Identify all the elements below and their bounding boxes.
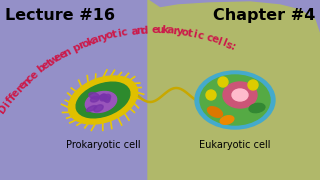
Text: w: w <box>47 53 61 67</box>
Circle shape <box>206 90 216 100</box>
Text: t: t <box>187 28 193 39</box>
Text: o: o <box>80 38 91 50</box>
Ellipse shape <box>89 93 100 99</box>
Text: i: i <box>1 100 12 109</box>
Text: u: u <box>156 25 164 35</box>
Text: s: s <box>224 39 233 51</box>
Ellipse shape <box>91 96 99 102</box>
Text: Prokaryotic cell: Prokaryotic cell <box>66 140 140 150</box>
Text: p: p <box>71 41 82 54</box>
Text: r: r <box>172 26 178 36</box>
Ellipse shape <box>223 82 257 108</box>
Text: k: k <box>161 25 169 35</box>
Text: y: y <box>176 26 184 37</box>
Text: e: e <box>17 80 29 92</box>
Text: e: e <box>209 34 220 46</box>
Text: c: c <box>121 27 128 38</box>
Polygon shape <box>148 0 320 180</box>
Text: f: f <box>7 92 18 102</box>
Text: e: e <box>40 60 52 72</box>
Ellipse shape <box>249 103 265 113</box>
Ellipse shape <box>195 71 275 129</box>
Text: e: e <box>53 51 64 63</box>
Ellipse shape <box>100 94 106 101</box>
Ellipse shape <box>94 105 103 112</box>
Text: c: c <box>24 73 36 84</box>
Text: r: r <box>14 84 25 95</box>
Ellipse shape <box>86 106 96 112</box>
Ellipse shape <box>104 96 110 102</box>
Text: i: i <box>117 28 122 39</box>
Text: r: r <box>76 40 85 51</box>
Ellipse shape <box>85 91 117 112</box>
Text: c: c <box>196 30 204 41</box>
Text: i: i <box>192 29 198 40</box>
Circle shape <box>248 80 258 90</box>
Ellipse shape <box>232 89 248 101</box>
Text: y: y <box>100 31 109 43</box>
Text: :: : <box>229 42 237 53</box>
Text: k: k <box>85 36 95 48</box>
Text: e: e <box>28 69 40 81</box>
Text: f: f <box>4 96 15 106</box>
Circle shape <box>218 77 228 87</box>
Text: n: n <box>61 46 73 58</box>
Ellipse shape <box>76 82 130 118</box>
Text: c: c <box>205 33 214 44</box>
Text: e: e <box>57 49 68 61</box>
Text: Chapter #4: Chapter #4 <box>212 8 315 23</box>
Text: o: o <box>180 27 189 38</box>
Text: o: o <box>105 30 114 41</box>
Text: d: d <box>140 25 148 35</box>
Text: Eukaryotic cell: Eukaryotic cell <box>199 140 271 150</box>
Ellipse shape <box>200 75 270 125</box>
Text: t: t <box>45 57 55 68</box>
Text: D: D <box>0 102 10 115</box>
Text: a: a <box>166 25 174 36</box>
Text: t: t <box>111 29 118 40</box>
Text: a: a <box>130 26 139 37</box>
Text: e: e <box>10 87 22 99</box>
Text: Lecture #16: Lecture #16 <box>5 8 115 23</box>
Ellipse shape <box>100 94 107 99</box>
Text: n: n <box>135 25 144 36</box>
Text: e: e <box>151 25 158 35</box>
Text: l: l <box>220 38 228 49</box>
Text: a: a <box>90 34 100 46</box>
Ellipse shape <box>68 76 138 124</box>
Text: r: r <box>96 33 104 44</box>
Ellipse shape <box>207 107 222 117</box>
Text: n: n <box>20 76 33 88</box>
Text: l: l <box>216 36 223 47</box>
Ellipse shape <box>103 94 111 101</box>
Ellipse shape <box>220 116 234 124</box>
Text: b: b <box>36 62 48 75</box>
